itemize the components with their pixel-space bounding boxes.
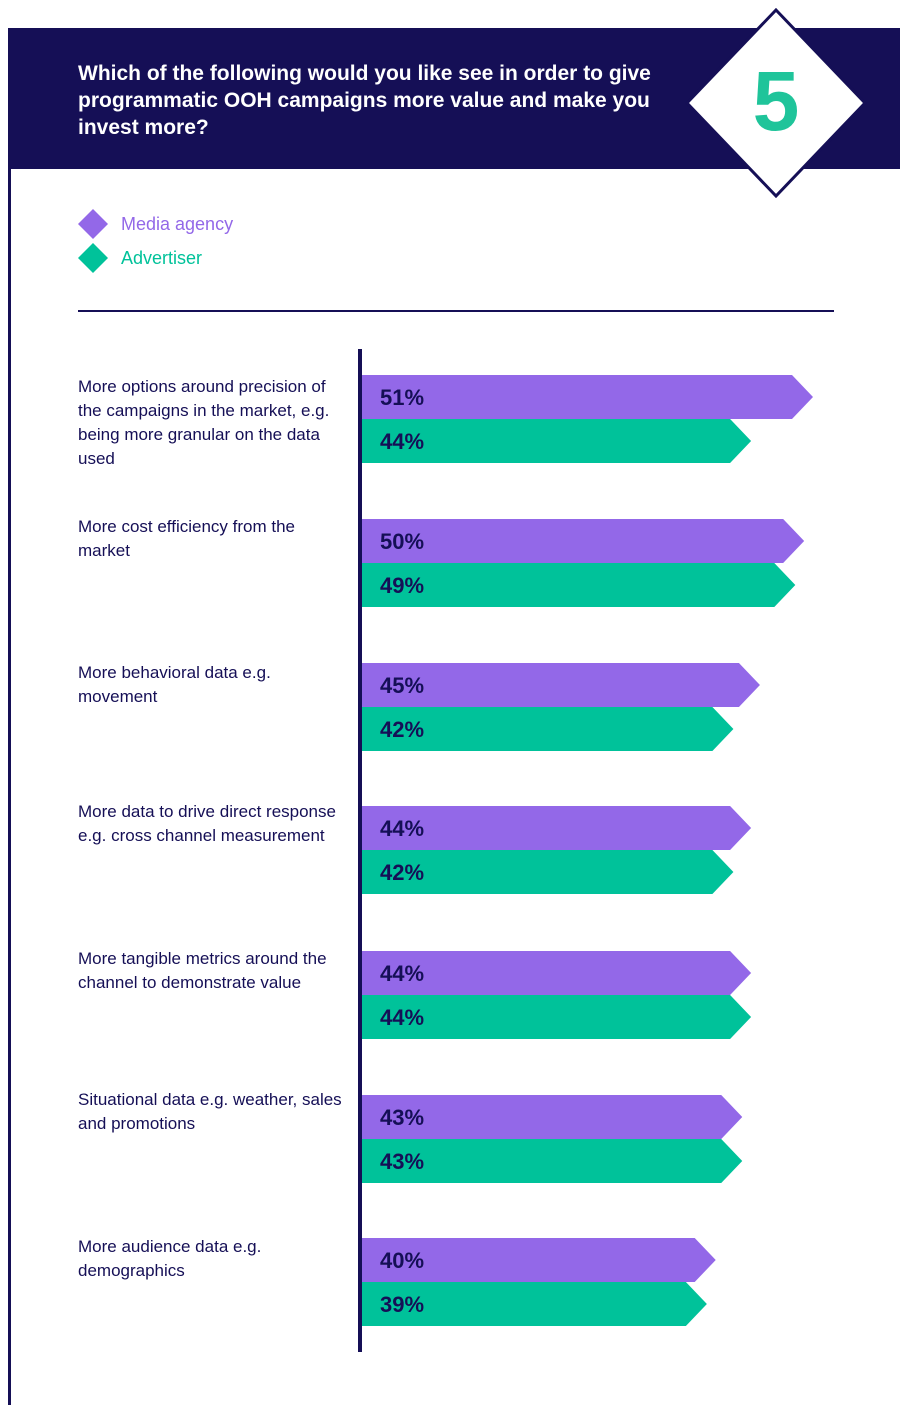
media-agency-value-label: 43% [380,1105,424,1130]
advertiser-value-label: 44% [380,1005,424,1030]
category-label: More audience data e.g. demographics [78,1237,262,1280]
category-label: More data to drive direct response e.g. … [78,802,336,845]
legend-label-media-agency: Media agency [121,214,234,234]
advertiser-value-label: 42% [380,717,424,742]
media-agency-bar [362,519,805,563]
media-agency-bar [362,806,752,850]
category-label: More tangible metrics around the channel… [78,949,327,992]
category-label: More behavioral data e.g. movement [78,663,271,706]
media-agency-value-label: 50% [380,529,424,554]
chart-title: Which of the following would you like se… [78,62,651,139]
media-agency-value-label: 44% [380,816,424,841]
media-agency-bar [362,375,813,419]
badge-number: 5 [752,54,800,148]
advertiser-bar [362,1282,707,1326]
diamond-badge-icon [685,8,867,198]
advertiser-bar [362,563,796,607]
y-axis-line [358,349,362,1352]
number-badge: 5 [685,8,867,198]
category-label: More cost efficiency from the market [78,517,295,560]
purple-diamond-icon [78,209,108,239]
media-agency-value-label: 51% [380,385,424,410]
media-agency-bar [362,951,752,995]
category-label: More options around precision of the cam… [78,377,330,468]
legend-label-advertiser: Advertiser [121,248,203,268]
advertiser-value-label: 44% [380,429,424,454]
green-diamond-icon [78,243,108,273]
media-agency-bar [362,663,760,707]
advertiser-value-label: 39% [380,1292,424,1317]
advertiser-bar [362,419,752,463]
advertiser-value-label: 43% [380,1149,424,1174]
advertiser-value-label: 42% [380,860,424,885]
media-agency-value-label: 45% [380,673,424,698]
media-agency-value-label: 40% [380,1248,424,1273]
advertiser-bar [362,850,734,894]
media-agency-bar [362,1238,716,1282]
advertiser-bar [362,707,734,751]
page-left-border [8,28,11,1405]
advertiser-bar [362,1139,743,1183]
category-label: Situational data e.g. weather, sales and… [78,1090,342,1133]
media-agency-value-label: 44% [380,961,424,986]
media-agency-bar [362,1095,743,1139]
legend-divider [78,310,834,312]
advertiser-value-label: 49% [380,573,424,598]
advertiser-bar [362,995,752,1039]
